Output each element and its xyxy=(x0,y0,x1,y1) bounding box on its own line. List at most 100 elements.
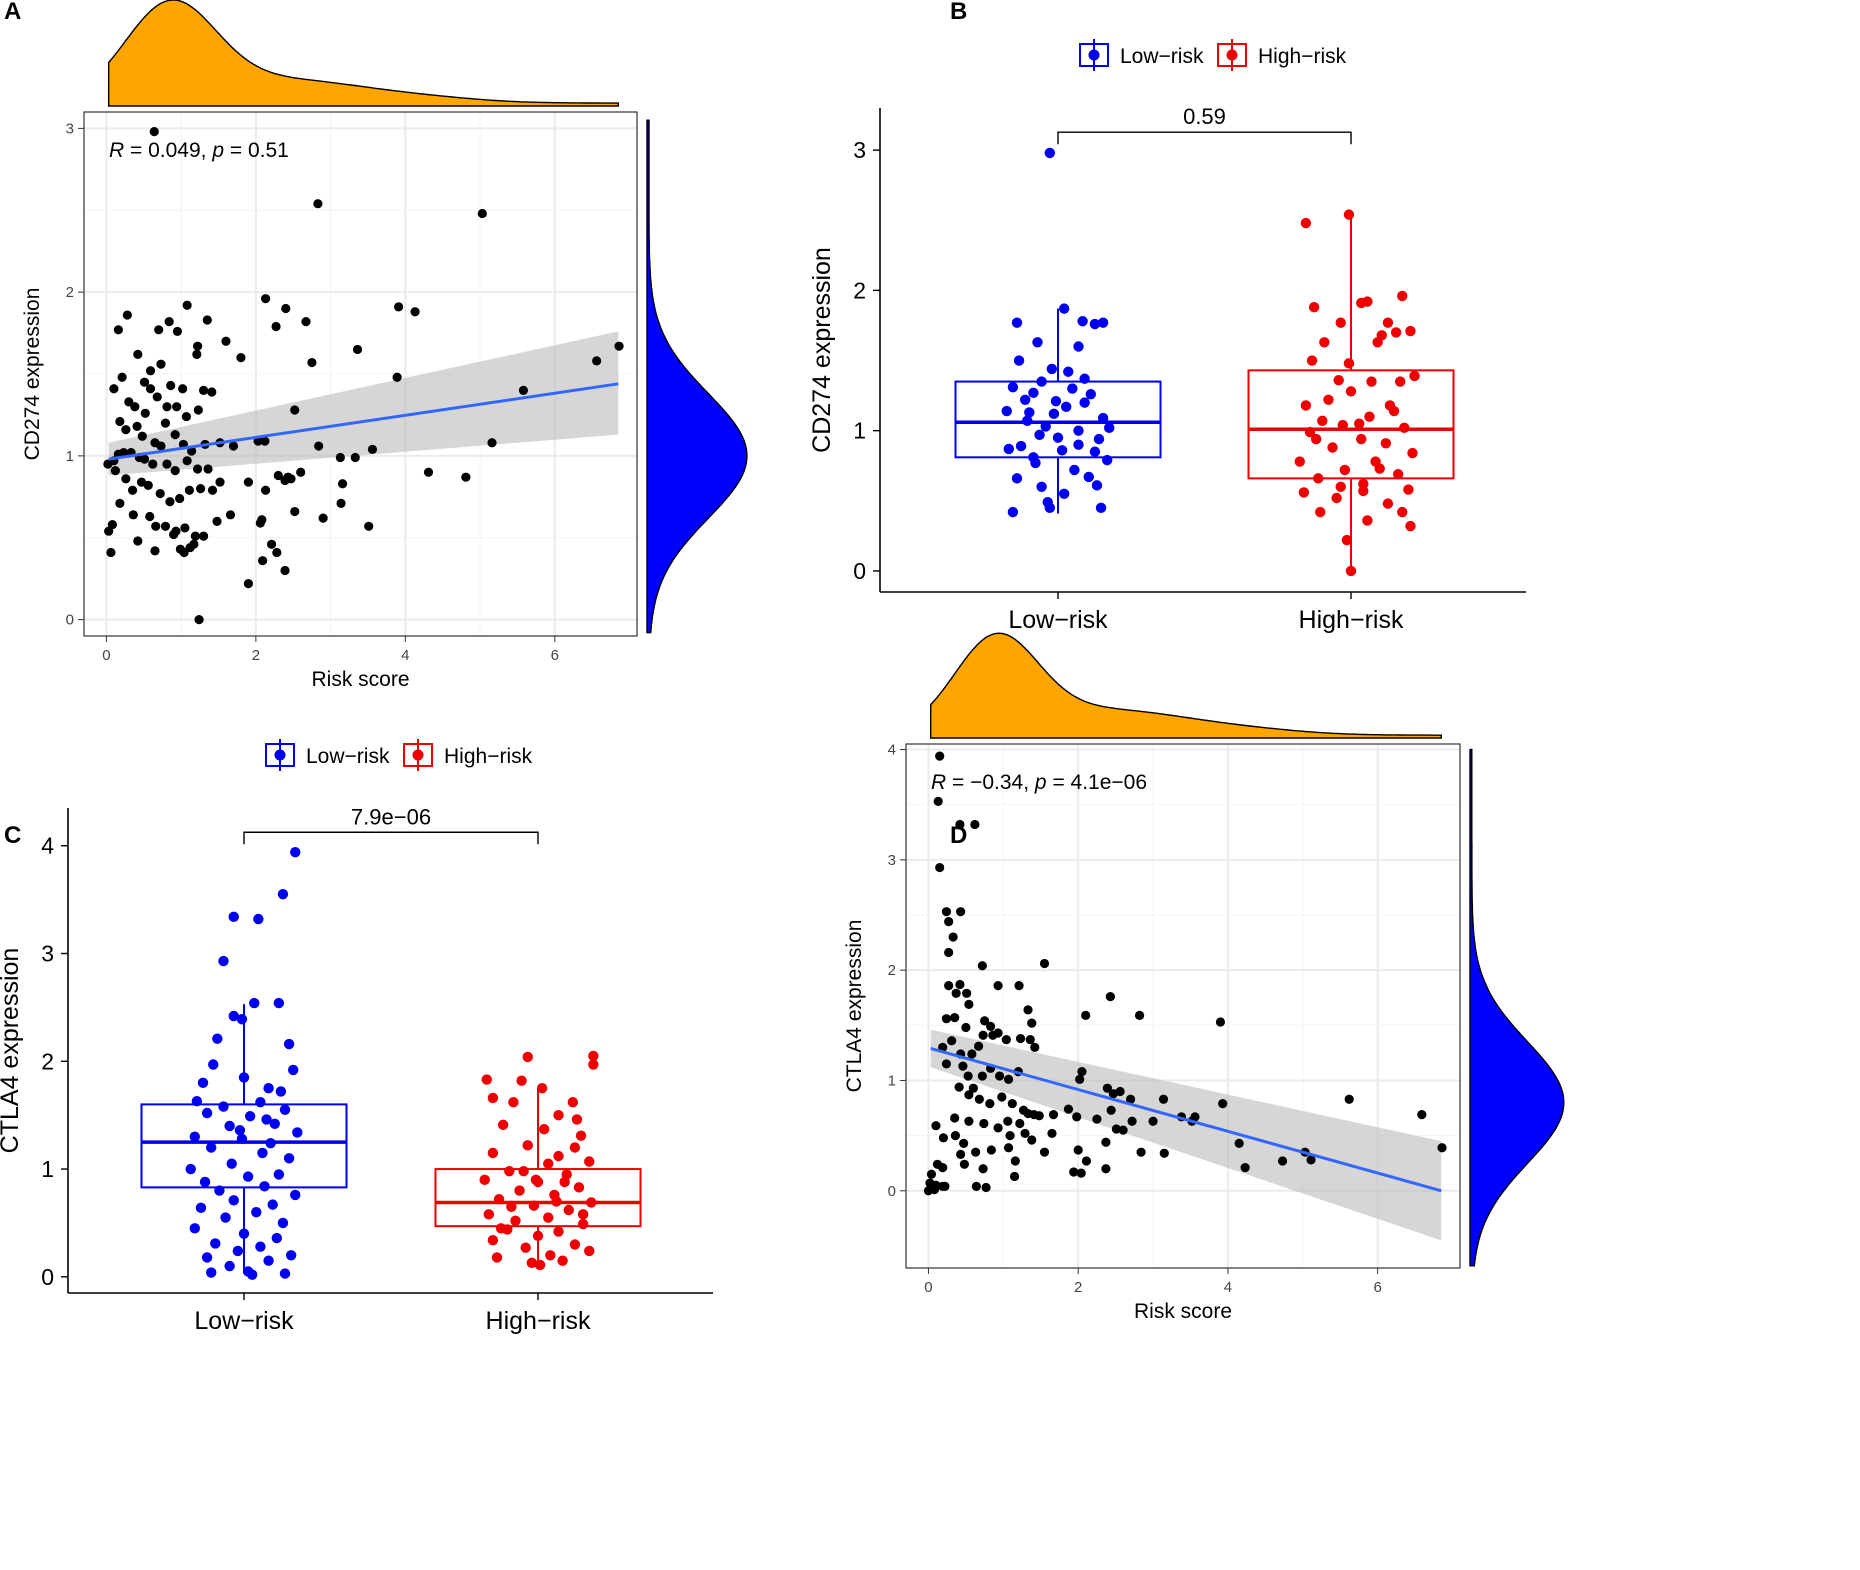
jitter-point xyxy=(1073,341,1084,352)
jitter-point xyxy=(569,1142,581,1153)
scatter-point xyxy=(207,485,218,495)
jitter-point xyxy=(1032,337,1043,348)
jitter-point xyxy=(189,1131,200,1142)
scatter-point xyxy=(1009,1171,1020,1182)
scatter-point xyxy=(1014,980,1024,991)
jitter-point xyxy=(1044,147,1056,159)
scatter-point xyxy=(212,516,222,526)
annotation-r-label: R xyxy=(109,139,124,162)
jitter-point xyxy=(1015,440,1027,452)
scatter-point xyxy=(281,303,291,314)
scatter-point xyxy=(1047,1128,1057,1139)
scatter-point xyxy=(137,431,147,441)
jitter-point xyxy=(228,1195,239,1206)
x-tick-label: High−risk xyxy=(486,1307,591,1335)
jitter-point xyxy=(271,1232,282,1244)
jitter-point xyxy=(1356,433,1367,445)
jitter-point xyxy=(1036,481,1047,492)
jitter-point xyxy=(224,1260,235,1272)
scatter-point xyxy=(955,819,965,830)
scatter-point xyxy=(133,536,143,546)
jitter-point xyxy=(553,1109,564,1121)
scatter-point xyxy=(164,317,174,327)
jitter-point xyxy=(206,1267,217,1278)
jitter-point xyxy=(493,1194,505,1205)
y-tick-label: 0 xyxy=(41,1264,54,1290)
jitter-point xyxy=(575,1130,587,1141)
scatter-point xyxy=(1118,1125,1128,1135)
jitter-point xyxy=(1335,317,1346,328)
y-tick-label: 2 xyxy=(41,1048,54,1074)
y-tick-label: 0 xyxy=(853,558,866,584)
scatter-point xyxy=(170,466,180,476)
jitter-point xyxy=(290,846,301,858)
jitter-point xyxy=(1036,376,1047,387)
box xyxy=(1247,369,1455,480)
jitter-point xyxy=(577,1209,589,1220)
scatter-point xyxy=(954,1082,964,1092)
scatter-point xyxy=(335,452,345,463)
correlation-annotation: R = −0.34, p = 4.1e−06 xyxy=(931,771,1147,794)
jitter-point xyxy=(536,1083,548,1094)
jitter-point xyxy=(214,1185,225,1196)
scatter-point xyxy=(166,380,176,391)
scatter-point xyxy=(1039,1147,1050,1157)
annotation-r-label: R xyxy=(931,771,946,794)
scatter-point xyxy=(236,353,246,363)
jitter-point xyxy=(255,1097,266,1108)
jitter-point xyxy=(212,1033,223,1044)
scatter-point xyxy=(350,452,360,463)
scatter-point xyxy=(1072,1112,1082,1122)
scatter-point xyxy=(337,479,348,489)
jitter-point xyxy=(553,1226,564,1237)
jitter-point xyxy=(526,1257,538,1269)
jitter-point xyxy=(1013,355,1025,366)
jitter-point xyxy=(1405,520,1416,532)
jitter-point xyxy=(1364,411,1375,422)
y-tick-label: 2 xyxy=(66,284,74,301)
x-tick-label: 0 xyxy=(924,1279,932,1296)
jitter-point xyxy=(1007,506,1019,518)
scatter-point xyxy=(971,1181,981,1191)
y-axis-title: CTLA4 expression xyxy=(843,920,866,1093)
scatter-point xyxy=(352,344,363,355)
scatter-point xyxy=(1077,1067,1087,1077)
y-density-plot xyxy=(646,119,748,634)
scatter-point xyxy=(175,493,185,504)
scatter-point xyxy=(1240,1163,1250,1173)
jitter-point xyxy=(502,1224,513,1235)
correlation-annotation: R = 0.049, p = 0.51 xyxy=(109,139,289,162)
scatter-point xyxy=(266,539,277,549)
jitter-point xyxy=(1079,397,1090,408)
scatter-point xyxy=(994,1071,1005,1081)
jitter-point xyxy=(543,1158,554,1169)
regression-line xyxy=(930,1047,1442,1193)
scatter-point xyxy=(189,539,199,549)
jitter-point xyxy=(487,1092,499,1104)
jitter-point xyxy=(1358,485,1369,497)
jitter-point xyxy=(273,1169,285,1180)
scatter-point xyxy=(280,475,290,486)
jitter-point xyxy=(208,1059,219,1070)
scatter-point xyxy=(170,429,180,440)
jitter-point xyxy=(569,1239,581,1250)
jitter-point xyxy=(247,1269,258,1280)
jitter-point xyxy=(1007,381,1019,393)
scatter-point xyxy=(318,513,328,523)
scatter-point xyxy=(1007,1099,1017,1109)
jitter-point xyxy=(1077,316,1088,327)
jitter-point xyxy=(279,1268,291,1279)
scatter-point xyxy=(1092,1114,1102,1124)
jitter-point xyxy=(1356,297,1367,309)
jitter-point xyxy=(571,1114,583,1125)
jitter-point xyxy=(483,1209,494,1220)
jitter-point xyxy=(1056,445,1068,456)
jitter-point xyxy=(234,1125,246,1136)
x-tick-label: 6 xyxy=(551,647,559,664)
scatter-point xyxy=(194,615,204,625)
jitter-point xyxy=(1097,317,1109,328)
jitter-point xyxy=(1001,405,1012,417)
scatter-point xyxy=(980,1016,990,1026)
x-axis-title: Risk score xyxy=(311,668,409,691)
jitter-point xyxy=(1097,412,1109,424)
